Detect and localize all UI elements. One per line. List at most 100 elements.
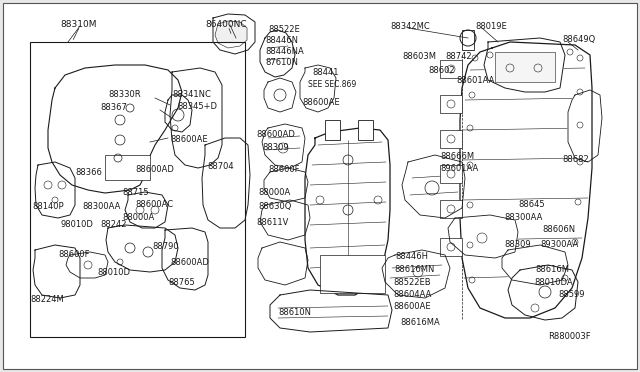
Text: 88600F: 88600F	[268, 165, 300, 174]
Bar	[105, 155, 150, 180]
Polygon shape	[305, 128, 390, 295]
Text: 88682: 88682	[562, 155, 589, 164]
Bar	[440, 95, 462, 113]
Bar	[440, 130, 462, 148]
Text: 88611V: 88611V	[256, 218, 289, 227]
Text: 88742: 88742	[445, 52, 472, 61]
Polygon shape	[300, 65, 336, 112]
Text: 88604AA: 88604AA	[393, 290, 431, 299]
Text: 88600AD: 88600AD	[135, 165, 174, 174]
Bar	[358, 120, 373, 140]
Text: 86400NC: 86400NC	[205, 20, 246, 29]
Text: 88600AD: 88600AD	[170, 258, 209, 267]
Polygon shape	[33, 245, 80, 298]
Text: 88000A: 88000A	[122, 213, 154, 222]
Text: 88446N: 88446N	[265, 36, 298, 45]
Bar	[440, 165, 462, 183]
Text: 88010DA: 88010DA	[534, 278, 573, 287]
Text: R880003F: R880003F	[548, 332, 591, 341]
Text: 88300AA: 88300AA	[82, 202, 120, 211]
Polygon shape	[48, 65, 182, 193]
Text: 88000A: 88000A	[258, 188, 291, 197]
Text: 89601AA: 89601AA	[440, 164, 478, 173]
Polygon shape	[170, 68, 222, 168]
Text: 88649Q: 88649Q	[562, 35, 595, 44]
Text: 88446NA: 88446NA	[265, 47, 304, 56]
Bar	[320, 255, 385, 293]
Text: 88600AE: 88600AE	[302, 98, 340, 107]
Text: 88309: 88309	[504, 240, 531, 249]
Text: 88010D: 88010D	[97, 268, 130, 277]
Polygon shape	[66, 252, 108, 278]
Bar	[30, 42, 245, 337]
Text: 88342MC: 88342MC	[390, 22, 429, 31]
Text: 88616MN: 88616MN	[394, 265, 435, 274]
Text: 88600AC: 88600AC	[135, 200, 173, 209]
Polygon shape	[264, 168, 308, 202]
Polygon shape	[262, 124, 305, 168]
Polygon shape	[484, 38, 565, 92]
Text: 89300AA: 89300AA	[540, 240, 579, 249]
Text: 88140P: 88140P	[32, 202, 63, 211]
Text: 88600F: 88600F	[58, 250, 90, 259]
Text: 88603M: 88603M	[402, 52, 436, 61]
Polygon shape	[448, 215, 518, 258]
Text: 88599: 88599	[558, 290, 584, 299]
Text: 88616M: 88616M	[535, 265, 569, 274]
Text: 88446H: 88446H	[395, 252, 428, 261]
Bar	[440, 200, 462, 218]
Polygon shape	[215, 21, 247, 48]
Polygon shape	[508, 265, 578, 320]
Polygon shape	[213, 14, 255, 54]
Bar	[462, 30, 474, 50]
Bar	[325, 120, 340, 140]
Polygon shape	[35, 162, 75, 218]
Text: 88309: 88309	[262, 143, 289, 152]
Polygon shape	[382, 250, 450, 298]
Text: 88600AE: 88600AE	[170, 135, 207, 144]
Text: 88600AD: 88600AD	[256, 130, 295, 139]
Text: 88441: 88441	[312, 68, 339, 77]
Text: 88300AA: 88300AA	[504, 213, 542, 222]
Polygon shape	[402, 155, 465, 218]
Text: 88341NC: 88341NC	[172, 90, 211, 99]
Text: 88367: 88367	[100, 103, 127, 112]
Polygon shape	[260, 30, 295, 77]
Polygon shape	[202, 138, 250, 228]
Polygon shape	[568, 90, 602, 162]
Polygon shape	[264, 78, 296, 112]
Polygon shape	[460, 42, 592, 318]
Polygon shape	[502, 245, 568, 285]
Text: 88522EB: 88522EB	[393, 278, 431, 287]
Polygon shape	[165, 95, 192, 132]
Bar	[440, 60, 462, 78]
Text: 88704: 88704	[207, 162, 234, 171]
Polygon shape	[106, 225, 178, 272]
Text: 88345+D: 88345+D	[177, 102, 217, 111]
Text: 88616MA: 88616MA	[400, 318, 440, 327]
Polygon shape	[260, 200, 310, 240]
Text: 88522E: 88522E	[268, 25, 300, 34]
Text: 88600AE: 88600AE	[393, 302, 431, 311]
Polygon shape	[270, 290, 392, 332]
Text: 88645: 88645	[518, 200, 545, 209]
Text: 88610N: 88610N	[278, 308, 311, 317]
Bar	[495, 52, 555, 82]
Text: 88602: 88602	[428, 66, 454, 75]
Text: SEE SEC.869: SEE SEC.869	[308, 80, 356, 89]
Text: 88666M: 88666M	[440, 152, 474, 161]
Text: 88242: 88242	[100, 220, 127, 229]
Polygon shape	[258, 242, 308, 285]
Text: 88224M: 88224M	[30, 295, 64, 304]
Polygon shape	[162, 228, 208, 290]
Text: 88715: 88715	[122, 188, 148, 197]
Bar	[440, 238, 462, 256]
Text: 88606N: 88606N	[542, 225, 575, 234]
Text: 88790: 88790	[152, 242, 179, 251]
Text: 88310M: 88310M	[60, 20, 97, 29]
Text: 88601AA: 88601AA	[456, 76, 494, 85]
Polygon shape	[125, 192, 168, 228]
Text: 98010D: 98010D	[60, 220, 93, 229]
Text: 88765: 88765	[168, 278, 195, 287]
Text: 88630Q: 88630Q	[258, 202, 291, 211]
